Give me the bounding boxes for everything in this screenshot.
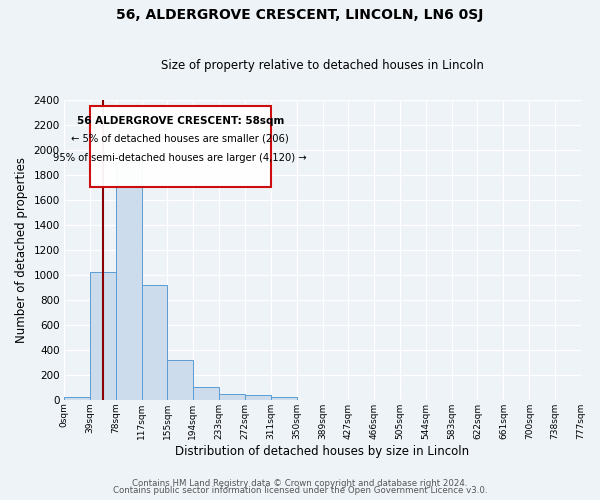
Bar [167, 360, 193, 400]
Text: Contains HM Land Registry data © Crown copyright and database right 2024.: Contains HM Land Registry data © Crown c… [132, 478, 468, 488]
Bar [193, 386, 219, 400]
Y-axis label: Number of detached properties: Number of detached properties [15, 156, 28, 342]
Bar [142, 284, 167, 400]
Bar [116, 162, 142, 400]
Title: Size of property relative to detached houses in Lincoln: Size of property relative to detached ho… [161, 59, 484, 72]
Bar [271, 398, 296, 400]
Bar [245, 396, 271, 400]
Text: 95% of semi-detached houses are larger (4,120) →: 95% of semi-detached houses are larger (… [53, 154, 307, 164]
X-axis label: Distribution of detached houses by size in Lincoln: Distribution of detached houses by size … [175, 444, 469, 458]
FancyBboxPatch shape [90, 106, 271, 187]
Bar [90, 272, 116, 400]
Text: ← 5% of detached houses are smaller (206): ← 5% of detached houses are smaller (206… [71, 134, 289, 143]
Bar [64, 398, 90, 400]
Text: 56, ALDERGROVE CRESCENT, LINCOLN, LN6 0SJ: 56, ALDERGROVE CRESCENT, LINCOLN, LN6 0S… [116, 8, 484, 22]
Text: 56 ALDERGROVE CRESCENT: 58sqm: 56 ALDERGROVE CRESCENT: 58sqm [77, 116, 284, 126]
Bar [219, 394, 245, 400]
Text: Contains public sector information licensed under the Open Government Licence v3: Contains public sector information licen… [113, 486, 487, 495]
